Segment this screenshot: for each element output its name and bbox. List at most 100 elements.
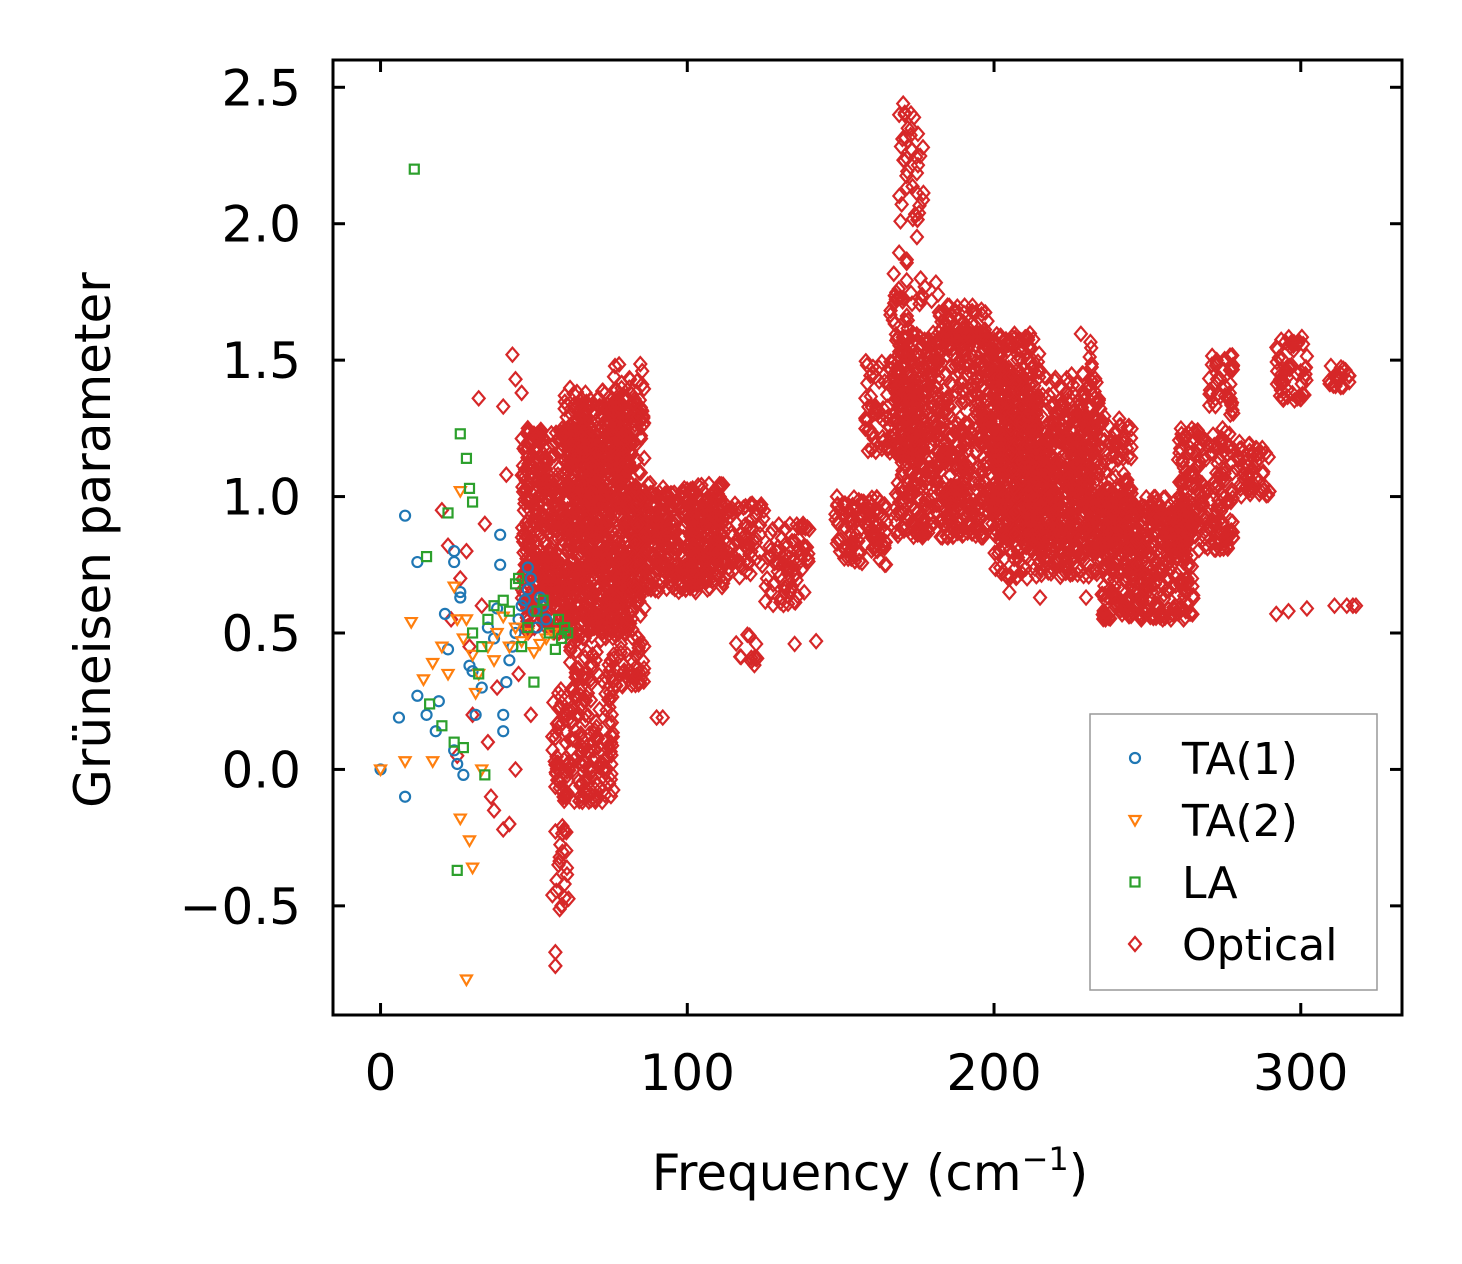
data-point (930, 285, 946, 304)
data-point (975, 461, 991, 479)
data-point (1059, 385, 1075, 403)
data-point (906, 377, 922, 395)
data-point (596, 480, 612, 498)
data-point (588, 713, 604, 731)
data-point (653, 529, 669, 548)
data-point (1002, 368, 1018, 386)
data-point (560, 536, 576, 554)
data-point (605, 611, 621, 629)
data-point (527, 514, 543, 532)
data-point (724, 499, 740, 518)
data-point (628, 676, 643, 694)
data-point (654, 506, 670, 525)
data-point (792, 545, 808, 563)
data-point (627, 532, 643, 551)
data-point (556, 788, 571, 806)
data-point (1021, 483, 1037, 501)
data-point (705, 556, 720, 574)
data-point (665, 513, 681, 531)
data-point (685, 564, 701, 583)
data-point (515, 478, 530, 496)
data-point (567, 420, 583, 438)
data-point (913, 290, 929, 309)
data-point (887, 286, 903, 304)
data-point (1021, 407, 1037, 426)
data-point (680, 542, 696, 560)
data-point (698, 569, 713, 587)
data-point (889, 428, 905, 447)
data-point (613, 634, 629, 653)
data-point (772, 566, 788, 585)
data-point (916, 444, 932, 463)
data-point (574, 395, 589, 414)
data-point (1023, 528, 1039, 546)
data-point (940, 528, 956, 547)
data-point (597, 557, 613, 575)
points-layer (373, 94, 1364, 988)
data-point (570, 622, 586, 640)
data-point (741, 534, 757, 553)
data-point (665, 497, 680, 515)
data-point (756, 501, 772, 520)
data-point (730, 530, 745, 548)
data-point (932, 305, 948, 323)
data-point (846, 488, 862, 507)
data-point (1060, 469, 1076, 488)
data-point (911, 489, 927, 507)
data-point (562, 753, 577, 771)
data-point (1035, 490, 1051, 508)
data-point (518, 472, 534, 490)
data-point (898, 415, 914, 434)
data-point (1005, 409, 1020, 428)
data-point (587, 792, 603, 811)
data-point (697, 491, 713, 510)
data-point (796, 583, 812, 602)
data-point (928, 470, 944, 488)
data-point (942, 466, 958, 485)
data-point (533, 433, 549, 452)
data-point (635, 409, 651, 428)
data-point (959, 317, 975, 335)
data-point (988, 560, 1004, 578)
data-point (1024, 484, 1040, 502)
data-point (606, 600, 622, 618)
data-point (895, 342, 911, 360)
data-point (711, 542, 727, 561)
data-point (535, 546, 551, 564)
data-point (1111, 410, 1127, 428)
data-point (1026, 377, 1042, 395)
data-point (1053, 420, 1069, 439)
data-point (900, 345, 916, 363)
data-point (927, 424, 943, 442)
data-point (1039, 431, 1055, 449)
data-point (570, 631, 586, 649)
data-point (1075, 496, 1091, 514)
data-point (616, 389, 632, 407)
data-point (598, 579, 614, 597)
data-point (604, 436, 620, 454)
data-point (598, 749, 613, 768)
data-point (589, 774, 605, 793)
data-point (836, 549, 852, 568)
data-point (642, 474, 658, 493)
data-point (1073, 325, 1089, 343)
data-point (579, 524, 595, 542)
data-point (895, 484, 910, 502)
data-point (891, 187, 907, 205)
data-point (647, 581, 663, 599)
data-point (765, 520, 781, 539)
data-point (1068, 541, 1084, 560)
data-point (558, 841, 574, 860)
data-point (1022, 456, 1038, 474)
data-point (601, 572, 617, 591)
data-point (627, 478, 643, 497)
data-point (581, 495, 597, 513)
data-point (1044, 447, 1060, 465)
data-point (738, 562, 754, 581)
data-point (1070, 391, 1086, 409)
data-point (945, 447, 961, 465)
data-point (988, 376, 1004, 394)
data-point (573, 700, 589, 719)
data-point (566, 792, 582, 811)
data-point (1124, 420, 1139, 438)
